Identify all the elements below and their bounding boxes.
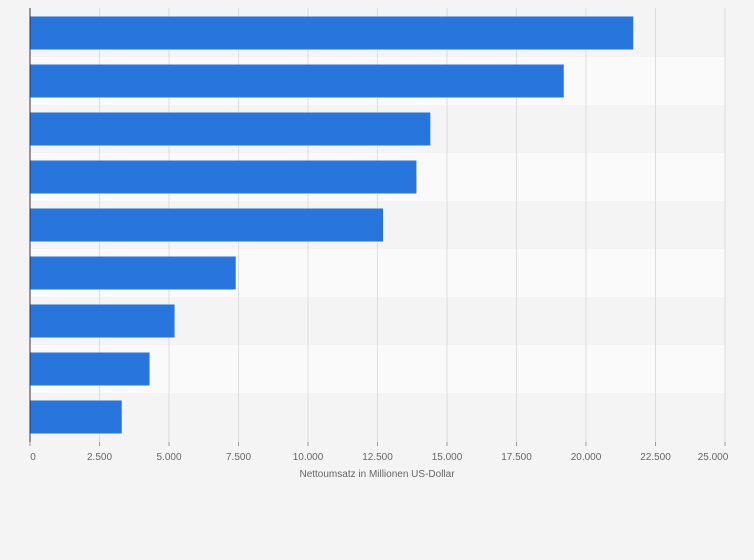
x-tick-label: 7.500 [226,452,251,463]
bar [30,112,431,146]
x-tick-label: 25.000 [698,452,729,463]
x-tick-label: 0 [30,452,36,463]
bars [30,16,634,434]
bar [30,400,122,434]
x-tick-label: 2.500 [87,452,112,463]
bar [30,64,564,98]
bar [30,160,417,194]
bar [30,208,384,242]
bar [30,16,634,50]
bar [30,304,175,338]
bar [30,256,236,290]
x-tick-label: 5.000 [156,452,181,463]
x-axis-title: Nettoumsatz in Millionen US-Dollar [299,469,455,480]
x-tick-label: 12.500 [362,452,393,463]
x-axis-ticks: 0 2.500 5.000 7.500 10.000 12.500 15.000 17.500… [29,442,729,463]
x-tick-label: 10.000 [293,452,324,463]
bar [30,352,150,386]
x-tick-label: 20.000 [571,452,602,463]
x-tick-label: 17.500 [501,452,532,463]
x-tick-label: 15.000 [432,452,463,463]
x-tick-label: 22.500 [640,452,671,463]
